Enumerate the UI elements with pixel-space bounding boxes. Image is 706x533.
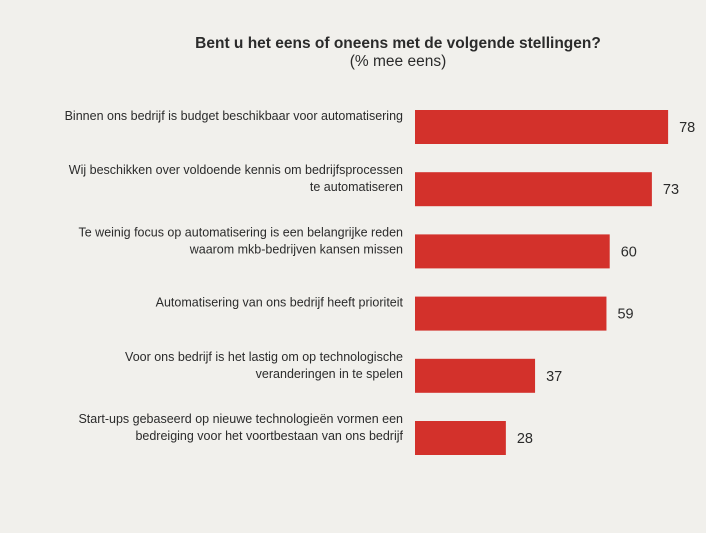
chart-title: Bent u het eens of oneens met de volgend… xyxy=(195,35,601,52)
bar-2 xyxy=(415,172,652,207)
value-label-1: 78 xyxy=(679,120,695,136)
bar-3 xyxy=(415,234,610,269)
category-label-3: Te weinig focus op automatisering is een… xyxy=(79,225,404,256)
value-label-3: 60 xyxy=(621,244,637,260)
bar-6 xyxy=(415,421,506,455)
value-label-6: 28 xyxy=(517,431,533,447)
bar-5 xyxy=(415,358,536,393)
value-label-4: 59 xyxy=(617,307,633,323)
category-label-6: Start-ups gebaseerd op nieuwe technologi… xyxy=(78,412,403,443)
value-label-5: 37 xyxy=(546,369,562,385)
category-label-1: Binnen ons bedrijf is budget beschikbaar… xyxy=(65,109,403,123)
bar-1 xyxy=(415,110,669,144)
bar-4 xyxy=(415,296,607,331)
category-label-5: Voor ons bedrijf is het lastig om op tec… xyxy=(125,350,403,381)
category-label-4: Automatisering van ons bedrijf heeft pri… xyxy=(156,296,404,310)
value-label-2: 73 xyxy=(663,182,679,198)
category-label-2: Wij beschikken over voldoende kennis om … xyxy=(69,163,403,194)
chart-subtitle: (% mee eens) xyxy=(349,53,447,70)
